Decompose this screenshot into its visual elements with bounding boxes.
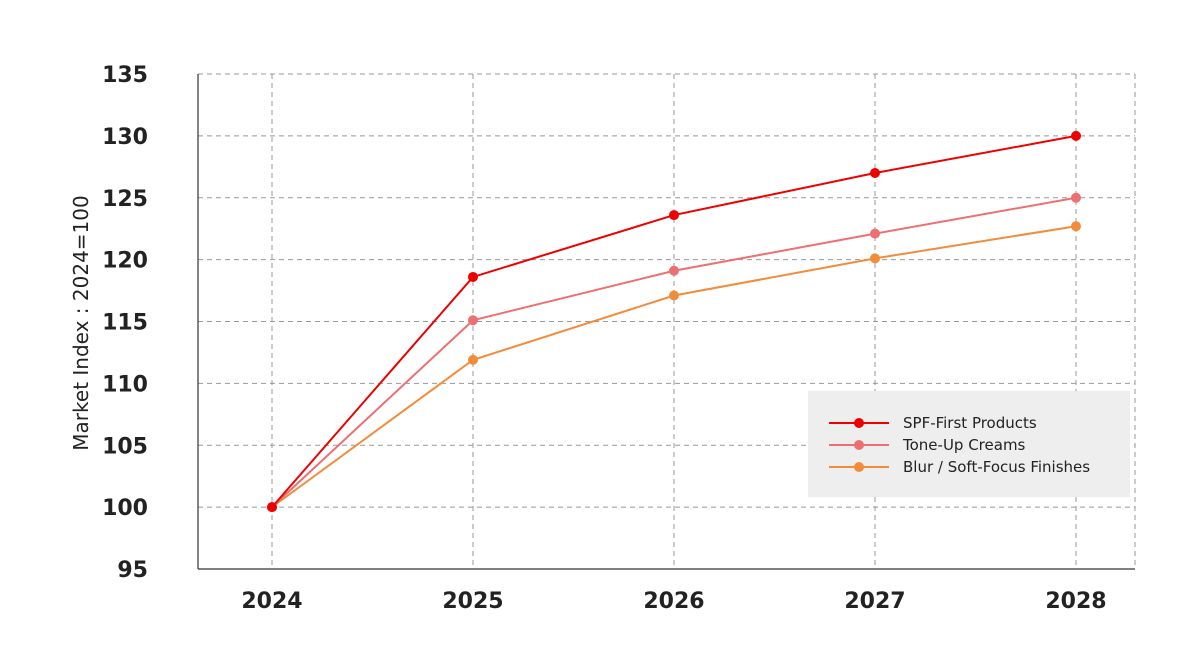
data-point (669, 265, 679, 276)
series-group (267, 130, 1081, 513)
x-tick-label: 2028 (1045, 589, 1106, 614)
data-point (267, 502, 277, 513)
data-point (870, 228, 880, 239)
y-tick-label: 120 (102, 249, 148, 274)
data-point (1071, 192, 1081, 203)
legend: SPF-First Products Tone-Up Creams Blur / S… (808, 391, 1130, 497)
legend-swatch-marker (854, 440, 864, 450)
y-axis-label: Market Index : 2024=100 (69, 195, 93, 450)
x-tick-label: 2024 (241, 589, 302, 614)
data-point (1071, 221, 1081, 232)
y-axis-ticks: 95 100 105 110 115 120 125 130 135 (102, 63, 148, 583)
data-point (1071, 130, 1081, 141)
legend-label: Tone-Up Creams (902, 436, 1026, 454)
legend-label: SPF-First Products (903, 414, 1037, 432)
data-point (669, 210, 679, 221)
x-tick-label: 2025 (442, 589, 503, 614)
y-tick-label: 110 (102, 372, 148, 397)
grid (198, 73, 1136, 569)
legend-swatch-marker (854, 462, 864, 472)
y-tick-label: 125 (102, 187, 148, 212)
x-axis-ticks: 2024 2025 2026 2027 2028 (241, 589, 1106, 614)
x-tick-label: 2026 (643, 589, 704, 614)
y-tick-label: 135 (102, 63, 148, 88)
data-point (870, 168, 880, 178)
y-tick-label: 130 (102, 125, 148, 150)
data-point (669, 290, 679, 301)
y-tick-label: 95 (117, 558, 148, 583)
legend-swatch-marker (854, 418, 864, 428)
y-tick-label: 100 (102, 496, 148, 521)
data-point (468, 354, 478, 365)
x-tick-label: 2027 (844, 589, 905, 614)
y-tick-label: 115 (102, 311, 148, 336)
data-point (468, 315, 478, 326)
axes (197, 74, 1135, 570)
series (267, 130, 1081, 513)
legend-label: Blur / Soft-Focus Finishes (903, 458, 1090, 476)
data-point (870, 253, 880, 264)
data-point (468, 271, 478, 282)
y-tick-label: 105 (102, 434, 148, 459)
